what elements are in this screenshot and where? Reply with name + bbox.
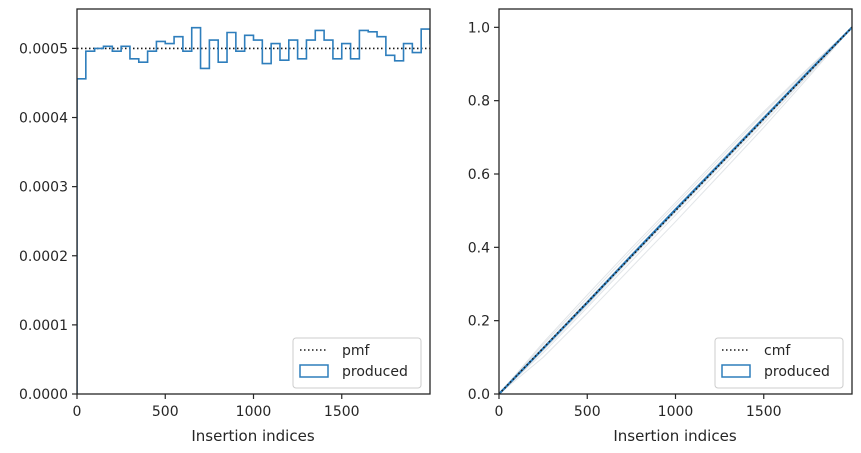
right-chart: 0 500 1000 1500 0.0 0.2 0.4 0.6 0.8 1.0 Insertio… [468,8,853,445]
left-y-ticks: 0.0000 0.0001 0.0002 0.0003 0.0004 0.0005 [19,41,77,403]
left-legend-produced-swatch [299,364,329,378]
right-y-tick-label: 1.0 [468,20,490,36]
right-y-tick-label: 0.4 [468,240,490,256]
left-legend-produced-label: produced [342,364,408,380]
left-legend-pmf-label: pmf [342,343,371,359]
sample-cdf-line [499,26,852,394]
left-x-tick-label: 1500 [324,404,360,420]
right-y-tick-label: 0.0 [468,387,490,403]
cmf-line [499,26,852,394]
right-y-tick-label: 0.8 [468,94,490,110]
left-x-ticks: 0 500 1000 1500 [73,394,360,420]
sample-cdf-line [499,26,852,394]
sample-cdf-line [499,26,852,394]
left-x-tick-label: 1000 [236,404,272,420]
right-x-tick-label: 1500 [746,404,782,420]
right-plot-area [499,26,852,394]
left-y-tick-label: 0.0004 [19,111,68,127]
left-y-tick-label: 0.0000 [19,387,68,403]
left-y-tick-label: 0.0002 [19,249,68,265]
left-y-tick-label: 0.0003 [19,180,68,196]
left-y-tick-label: 0.0005 [19,41,68,57]
right-legend-produced-label: produced [764,364,830,380]
right-x-axis-label: Insertion indices [613,427,736,445]
right-x-ticks: 0 500 1000 1500 [495,394,782,420]
sample-cdf-line [499,26,852,394]
right-y-ticks: 0.0 0.2 0.4 0.6 0.8 1.0 [468,20,499,403]
right-legend-produced-swatch [721,364,751,378]
right-x-tick-label: 1000 [658,404,694,420]
left-legend[interactable]: pmf produced [292,337,422,389]
left-x-tick-label: 0 [73,404,82,420]
left-y-tick-label: 0.0001 [19,318,68,334]
right-legend-cmf-label: cmf [764,343,791,359]
left-x-axis-label: Insertion indices [191,427,314,445]
left-x-tick-label: 500 [152,404,179,420]
right-legend[interactable]: cmf produced [714,337,844,389]
produced-histogram [77,26,430,394]
right-y-tick-label: 0.6 [468,167,490,183]
right-x-tick-label: 500 [574,404,601,420]
left-chart: 0 500 1000 1500 0.00000.00010.00020.00030.0… [19,8,431,445]
right-y-tick-label: 0.2 [468,314,490,330]
sample-cdf-line [499,27,852,394]
right-x-tick-label: 0 [495,404,504,420]
left-plot-area [77,26,430,394]
